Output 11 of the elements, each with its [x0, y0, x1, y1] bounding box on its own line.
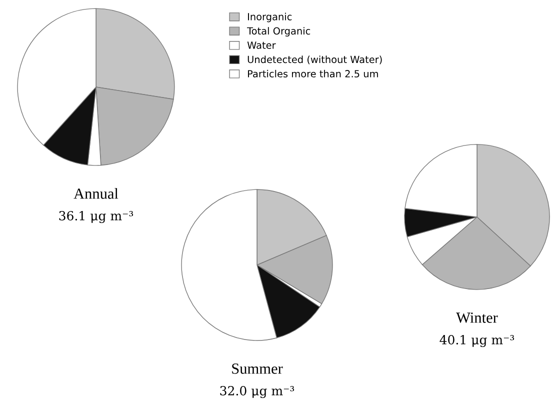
text: 32.0 μg m⁻³	[220, 386, 294, 398]
text: Annual	[74, 188, 118, 199]
legend-label: Water	[247, 42, 276, 49]
text: 40.1 μg m⁻³	[440, 334, 514, 348]
legend-label: Inorganic	[248, 12, 292, 22]
legend-label: Total Organic	[247, 27, 310, 36]
legend-label: Particles more than 2.5 um	[248, 70, 378, 78]
text: Summer	[232, 364, 283, 374]
legend-label: Undetected (without Water)	[248, 56, 382, 64]
text: 36.1 μg m⁻³	[59, 210, 134, 224]
text: Winter	[456, 312, 498, 323]
